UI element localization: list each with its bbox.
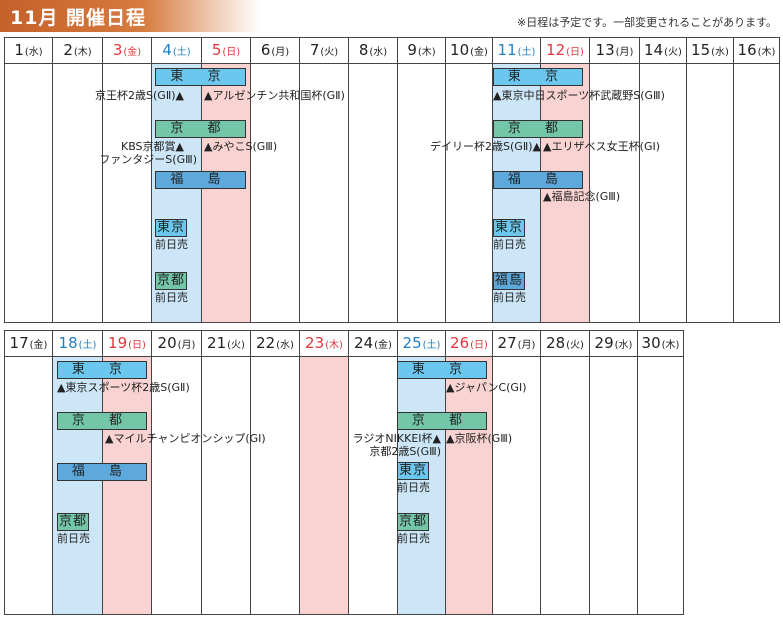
day-header: 29(水) <box>590 331 637 357</box>
day-column: 8(水) <box>349 38 398 322</box>
day-header: 13(月) <box>590 38 639 64</box>
venue-bar-kyoto: 京 都 <box>397 412 487 430</box>
day-column: 22(水) <box>251 331 300 614</box>
presale-tokyo: 東京 前日売 <box>397 462 430 494</box>
race-label: ▲みやこS(GⅢ) <box>204 140 278 153</box>
day-header: 17(金) <box>5 331 52 357</box>
venue-bar-tokyo: 東 京 <box>155 68 246 86</box>
venue-bar-kyoto: 京 都 <box>155 120 246 138</box>
page-title: 11月 開催日程 <box>10 7 147 29</box>
race-label: 京王杯2歳S(GⅡ)▲ <box>95 89 184 102</box>
venue-bar-fukushima: 福 島 <box>57 463 147 481</box>
day-column: 28(火) <box>541 331 590 614</box>
venue-bar-fukushima: 福 島 <box>493 171 583 189</box>
presale-tokyo: 東京 前日売 <box>155 219 188 251</box>
day-header: 1(水) <box>5 38 52 64</box>
day-header: 14(火) <box>640 38 686 64</box>
day-column: 29(水) <box>590 331 638 614</box>
day-column-holiday: 3(金) <box>103 38 152 322</box>
day-column: 15(水) <box>687 38 734 322</box>
presale-fukushima: 福島 前日売 <box>493 272 526 304</box>
venue-bar-fukushima: 福 島 <box>155 171 246 189</box>
day-header: 6(月) <box>251 38 299 64</box>
race-label: ▲エリザベス女王杯(GⅠ) <box>543 140 661 153</box>
day-column: 14(火) <box>640 38 687 322</box>
presale-kyoto: 京都 前日売 <box>155 272 188 304</box>
race-label: ▲京阪杯(GⅢ) <box>446 432 513 445</box>
day-header: 7(火) <box>300 38 348 64</box>
race-label: ▲マイルチャンピオンシップ(GⅠ) <box>105 432 266 445</box>
race-label: ▲東京スポーツ杯2歳S(GⅡ) <box>57 381 190 394</box>
venue-bar-kyoto: 京 都 <box>57 412 147 430</box>
day-header: 19(日) <box>103 331 151 357</box>
schedule-note: ※日程は予定です。一部変更されることがあります。 <box>516 16 777 29</box>
race-label: KBS京都賞▲ <box>120 140 184 153</box>
venue-bar-tokyo: 東 京 <box>493 68 583 86</box>
venue-bar-tokyo: 東 京 <box>397 361 487 379</box>
presale-tokyo: 東京 前日売 <box>493 219 526 251</box>
day-header: 4(土) <box>152 38 201 64</box>
title-bar: 11月 開催日程 <box>0 0 260 32</box>
day-column: 27(月) <box>493 331 541 614</box>
venue-bar-kyoto: 京 都 <box>493 120 583 138</box>
day-column: 1(水) <box>5 38 53 322</box>
day-header: 10(金) <box>446 38 492 64</box>
day-column: 17(金) <box>5 331 53 614</box>
day-header: 5(日) <box>202 38 250 64</box>
day-header: 9(木) <box>398 38 445 64</box>
day-header: 25(土) <box>398 331 445 357</box>
day-header: 11(土) <box>493 38 540 64</box>
day-column: 2(木) <box>53 38 103 322</box>
calendar-week-2: 17(金) 18(土) 19(日) 20(月) 21(火) 22(水) 23(木… <box>4 330 684 615</box>
race-label: 京都2歳S(GⅢ) <box>369 445 441 458</box>
day-header: 3(金) <box>103 38 151 64</box>
day-header: 16(木) <box>734 38 779 64</box>
race-label: ▲ジャパンC(GⅠ) <box>446 381 527 394</box>
day-header: 20(月) <box>152 331 201 357</box>
day-column: 13(月) <box>590 38 640 322</box>
race-label: ▲東京中日スポーツ杯武蔵野S(GⅢ) <box>493 89 665 102</box>
day-header: 8(水) <box>349 38 397 64</box>
race-label: ▲福島記念(GⅢ) <box>543 190 621 203</box>
day-header: 15(水) <box>687 38 733 64</box>
day-header: 26(日) <box>446 331 492 357</box>
presale-kyoto: 京都 前日売 <box>397 513 430 545</box>
day-header: 21(火) <box>202 331 250 357</box>
day-column-holiday: 23(木) <box>300 331 349 614</box>
calendar-week-1: 1(水) 2(木) 3(金) 4(土) 5(日) 6(月) 7(火) 8(水) … <box>4 37 780 323</box>
day-header: 12(日) <box>541 38 589 64</box>
day-column: 9(木) <box>398 38 446 322</box>
day-column: 16(木) <box>734 38 779 322</box>
day-header: 24(金) <box>349 331 397 357</box>
day-column: 6(月) <box>251 38 300 322</box>
race-label: ファンタジーS(GⅢ) <box>99 153 197 166</box>
race-label: ▲アルゼンチン共和国杯(GⅡ) <box>204 89 345 102</box>
day-header: 2(木) <box>53 38 102 64</box>
day-header: 23(木) <box>300 331 348 357</box>
day-column: 21(火) <box>202 331 251 614</box>
day-header: 18(土) <box>53 331 102 357</box>
day-column: 24(金) <box>349 331 398 614</box>
day-column: 20(月) <box>152 331 202 614</box>
day-header: 27(月) <box>493 331 540 357</box>
day-header: 22(水) <box>251 331 299 357</box>
race-label: デイリー杯2歳S(GⅡ)▲ <box>430 140 541 153</box>
race-label: ラジオNIKKEI杯▲ <box>352 432 441 445</box>
day-header: 28(火) <box>541 331 589 357</box>
day-header: 30(木) <box>638 331 683 357</box>
day-column: 30(木) <box>638 331 683 614</box>
venue-bar-tokyo: 東 京 <box>57 361 147 379</box>
presale-kyoto: 京都 前日売 <box>57 513 90 545</box>
day-column: 10(金) <box>446 38 493 322</box>
day-column: 7(火) <box>300 38 349 322</box>
